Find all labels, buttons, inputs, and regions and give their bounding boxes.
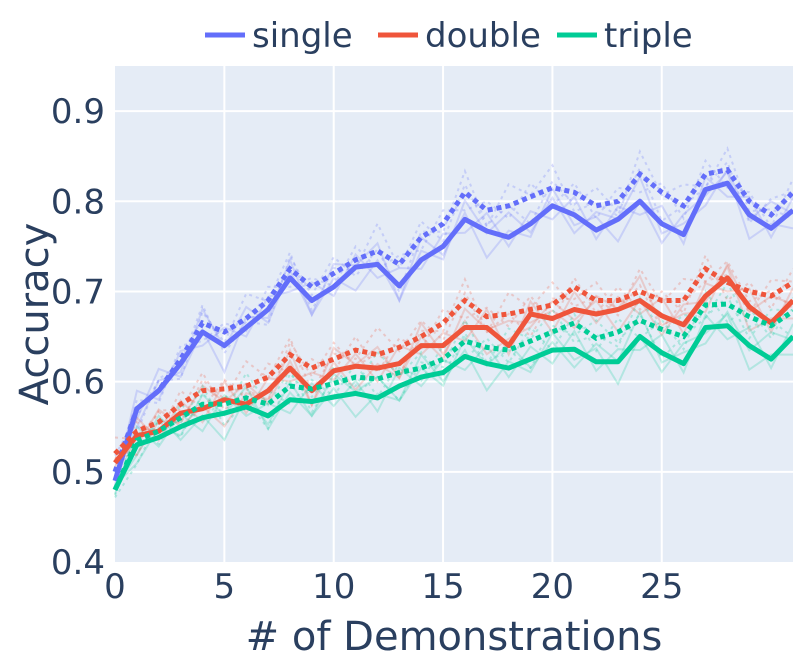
double-run-dotted-line	[114, 266, 793, 440]
y-tick-label: 0.8	[51, 182, 105, 222]
legend-item-triple[interactable]: triple	[557, 16, 693, 56]
x-axis-title: # of Demonstrations	[246, 614, 663, 660]
single-run-dotted-line	[114, 158, 793, 478]
triple-dotted-line	[112, 301, 793, 491]
y-tick-labels: 0.4 0.5 0.6 0.7 0.8 0.9	[51, 92, 105, 583]
legend-label: single	[252, 16, 353, 56]
x-tick-label: 0	[104, 567, 126, 607]
legend-item-single[interactable]: single	[205, 16, 353, 56]
legend-item-double[interactable]: double	[378, 16, 541, 56]
x-tick-label: 5	[214, 567, 236, 607]
triple-run-dotted-line	[114, 294, 793, 475]
legend-label: double	[425, 16, 541, 56]
x-tick-label: 10	[312, 567, 355, 607]
gridlines	[115, 66, 793, 562]
y-tick-label: 0.7	[51, 272, 105, 312]
y-tick-label: 0.9	[51, 92, 105, 132]
y-tick-label: 0.4	[51, 543, 105, 583]
double-run-dotted-line	[114, 259, 793, 463]
y-axis-title: Accuracy	[12, 223, 58, 406]
single-line	[112, 180, 793, 482]
series-lines	[112, 166, 793, 491]
x-tick-label: 15	[421, 567, 464, 607]
double-dotted-line	[113, 265, 793, 456]
legend-label: triple	[604, 16, 693, 56]
y-tick-label: 0.6	[51, 363, 105, 403]
triple-run-dotted-line	[114, 280, 793, 498]
single-run-dotted-line	[114, 149, 793, 457]
legend[interactable]: single double triple	[205, 16, 693, 56]
triple-run-dotted-line	[114, 289, 793, 496]
x-tick-labels: 0 5 10 15 20 25	[104, 567, 683, 607]
x-tick-label: 25	[640, 567, 683, 607]
x-tick-label: 20	[531, 567, 574, 607]
triple-line	[112, 323, 793, 491]
double-line	[113, 275, 793, 465]
y-tick-label: 0.5	[51, 453, 105, 493]
